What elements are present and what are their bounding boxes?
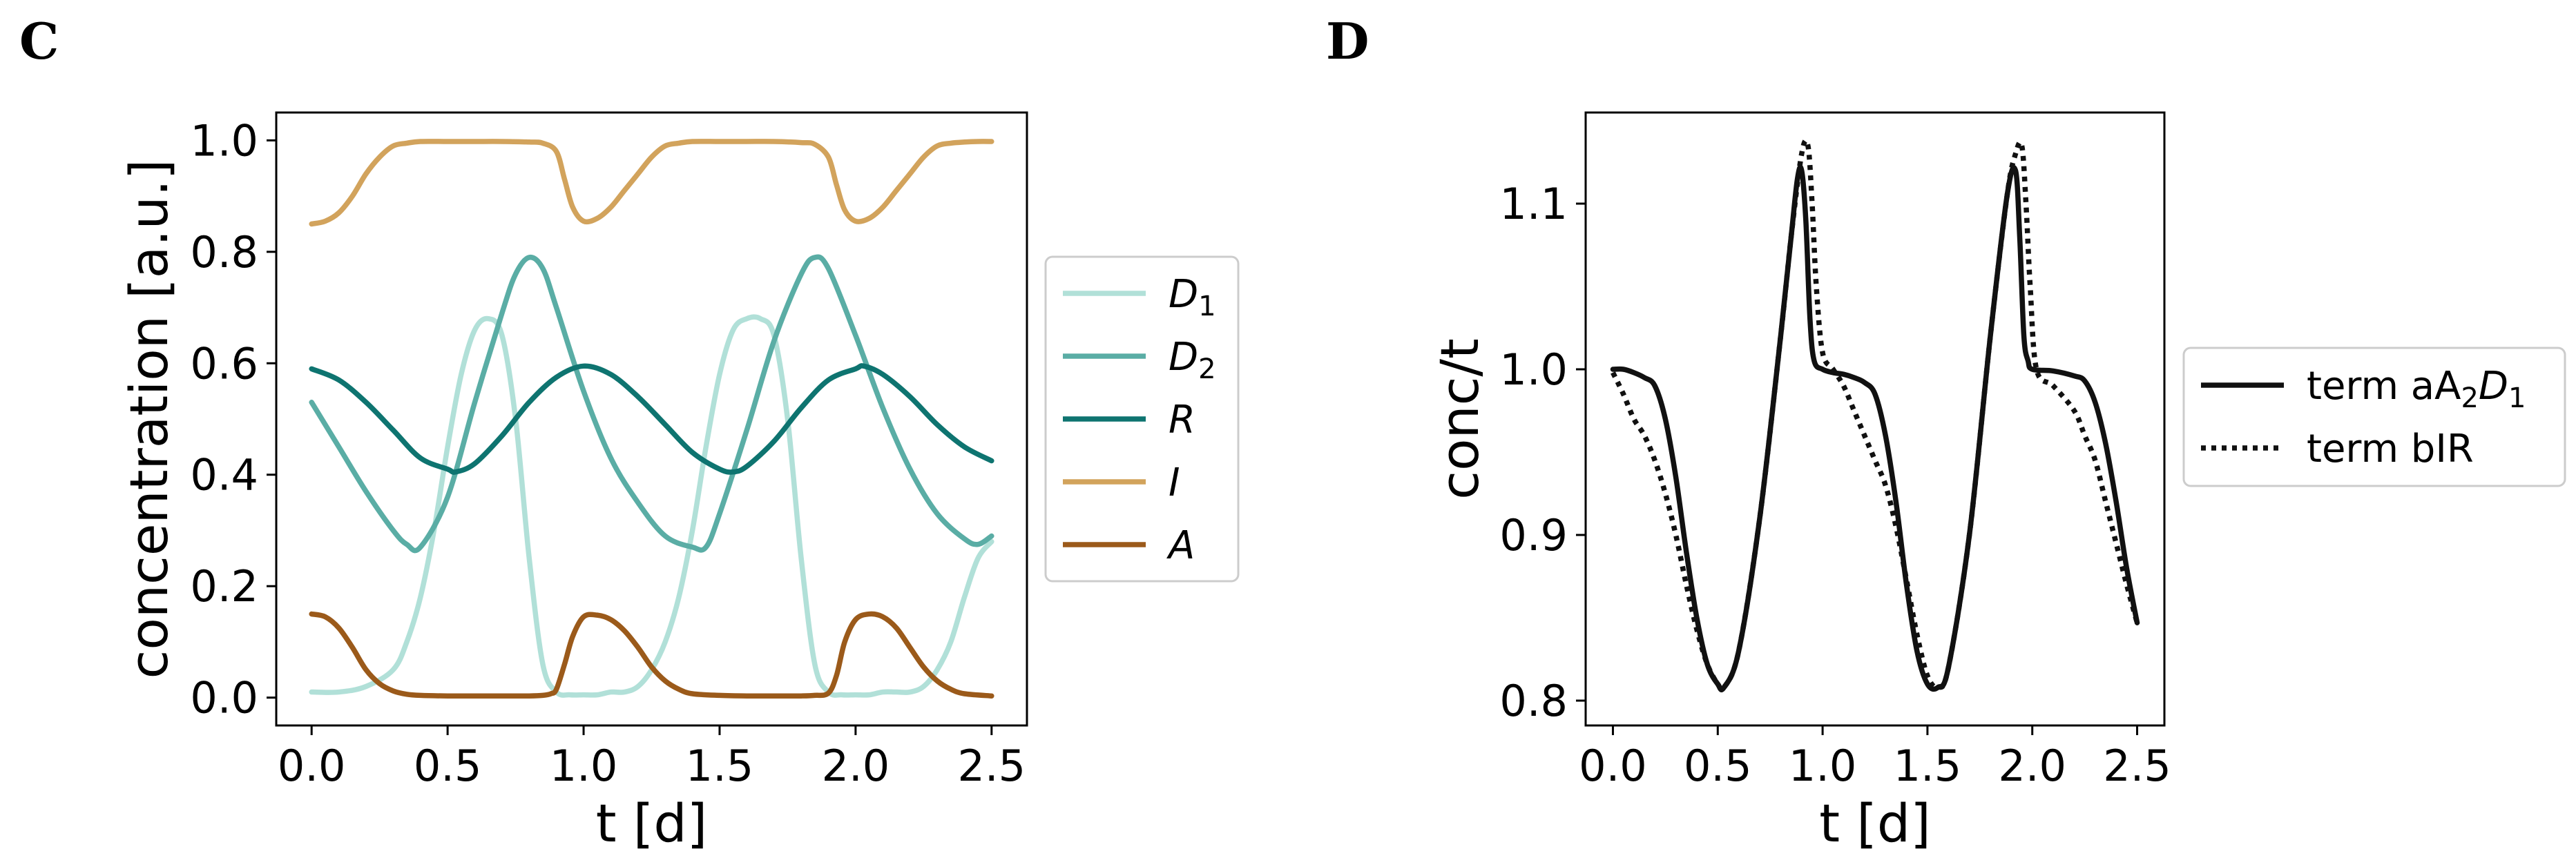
axes-frame xyxy=(275,111,1028,727)
chart-panel-d: 0.0 0.5 1.0 1.5 2.0 2.5 0.8 0.9 1.0 1.1 t [d] conc/… xyxy=(1429,111,2566,854)
legend-entry-label: A xyxy=(1166,523,1195,568)
legend-entry-label: R xyxy=(1169,398,1195,442)
series-line-i xyxy=(309,139,994,227)
y-axis-label: conc/t xyxy=(1429,338,1490,500)
y-axis-label: concentration [a.u.] xyxy=(118,159,180,679)
x-tick-label: 1.0 xyxy=(1789,741,1857,791)
y-tick-label: 1.0 xyxy=(1499,344,1568,395)
y-tick-label: 1.1 xyxy=(1499,179,1568,229)
series-line-r xyxy=(309,363,994,475)
x-tick-label: 0.0 xyxy=(278,741,346,791)
y-tick-label: 1.0 xyxy=(190,115,258,166)
x-tick-label: 1.5 xyxy=(686,741,754,791)
y-tick-label: 0.4 xyxy=(190,450,258,500)
series-line-a xyxy=(309,611,994,699)
legend-entry-label: term bIR xyxy=(2307,427,2474,471)
series-line-d1 xyxy=(309,314,994,698)
x-tick-label: 0.0 xyxy=(1579,741,1647,791)
panel-letter-c: C xyxy=(19,12,59,70)
legend: D1 D2 RIA xyxy=(1044,255,1240,583)
plot-lines xyxy=(1610,137,2140,693)
x-tick-label: 0.5 xyxy=(1684,741,1752,791)
y-tick-label: 0.0 xyxy=(190,673,258,723)
panel-letter-d: D xyxy=(1326,12,1369,70)
series-line-term-bir xyxy=(1611,137,2140,693)
y-tick-label: 0.2 xyxy=(190,561,258,612)
axes-frame xyxy=(1584,111,2166,727)
x-tick-label: 2.0 xyxy=(1998,741,2066,791)
y-tick-label: 0.6 xyxy=(190,338,258,389)
x-tick-label: 2.0 xyxy=(822,741,890,791)
x-tick-label: 0.5 xyxy=(414,741,482,791)
legend-box xyxy=(2182,347,2566,487)
legend-entry-label: I xyxy=(1169,460,1180,505)
x-axis-label: t [d] xyxy=(1819,792,1931,854)
plot-lines xyxy=(309,139,994,699)
chart-panel-c: 0.0 0.5 1.0 1.5 2.0 2.50.00.20.40.60.81.0t [d… xyxy=(118,111,1240,854)
y-tick-label: 0.8 xyxy=(190,227,258,277)
legend-entry-label: D1 xyxy=(1169,272,1216,322)
y-tick-label: 0.9 xyxy=(1499,510,1568,560)
y-tick-label: 0.8 xyxy=(1499,676,1568,726)
x-tick-label: 2.5 xyxy=(957,741,1026,791)
legend-entry-label: D2 xyxy=(1169,335,1216,385)
x-axis-label: t [d] xyxy=(596,792,708,854)
x-tick-label: 1.0 xyxy=(550,741,618,791)
x-tick-label: 2.5 xyxy=(2103,741,2171,791)
x-tick-label: 1.5 xyxy=(1894,741,1962,791)
series-line-term-aa2 xyxy=(1610,164,2140,693)
series-line-d2 xyxy=(309,254,994,554)
legend-entry-label: term aA2D1 xyxy=(2307,364,2526,414)
legend: term aA2D1 term bIR xyxy=(2182,347,2566,487)
